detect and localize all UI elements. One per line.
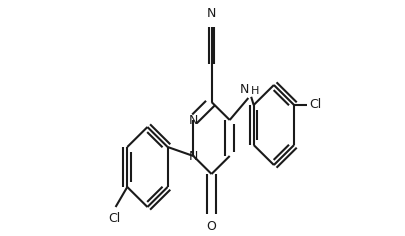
Text: O: O <box>207 220 216 233</box>
Text: Cl: Cl <box>309 98 321 111</box>
Text: N: N <box>189 149 198 163</box>
Text: N: N <box>207 7 216 20</box>
Text: N: N <box>189 114 198 126</box>
Text: H: H <box>251 86 259 96</box>
Text: N: N <box>239 83 249 96</box>
Text: Cl: Cl <box>108 212 121 225</box>
